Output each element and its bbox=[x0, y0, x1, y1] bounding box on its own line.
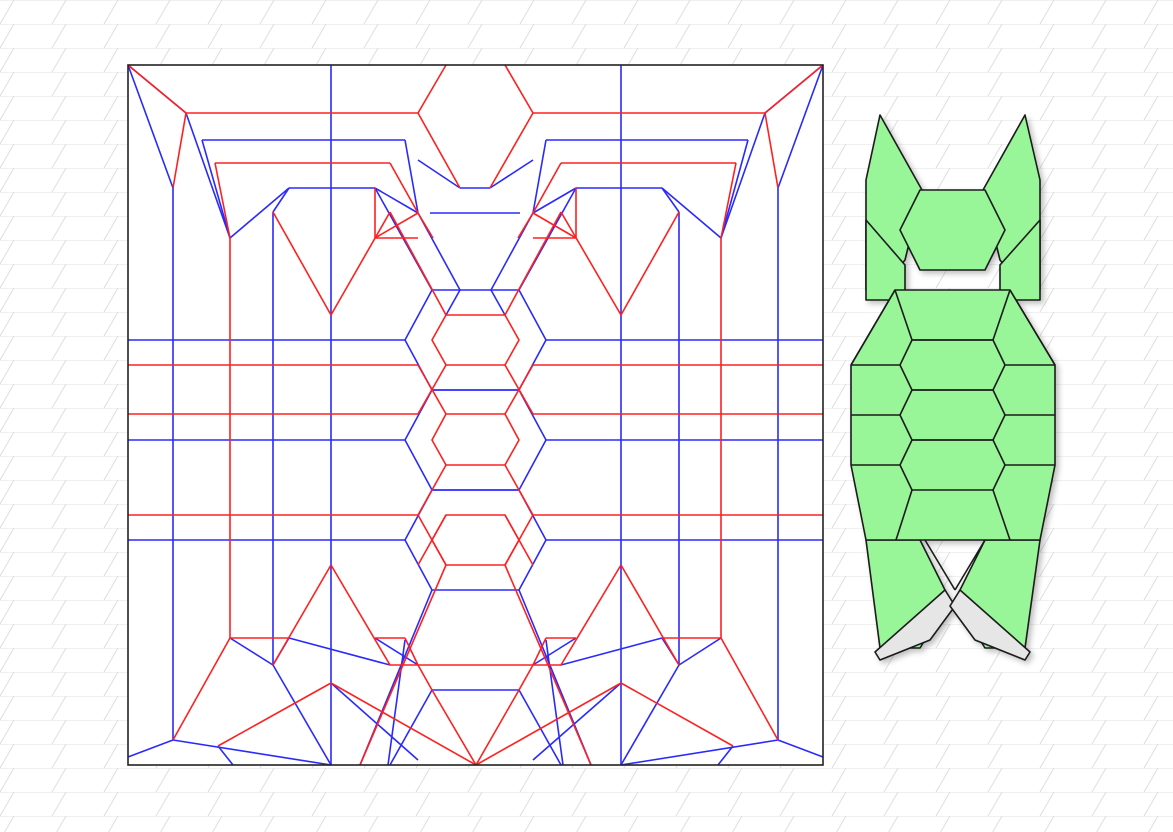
right-foot bbox=[949, 589, 1031, 661]
paper-border bbox=[127, 64, 824, 766]
paper-square bbox=[128, 65, 823, 765]
folded-turtle-model bbox=[850, 114, 1056, 661]
crease-pattern bbox=[127, 64, 824, 766]
mountain-creases bbox=[127, 64, 824, 766]
shell-scutes bbox=[850, 289, 1056, 591]
left-foot bbox=[874, 589, 956, 661]
head bbox=[899, 189, 1006, 271]
